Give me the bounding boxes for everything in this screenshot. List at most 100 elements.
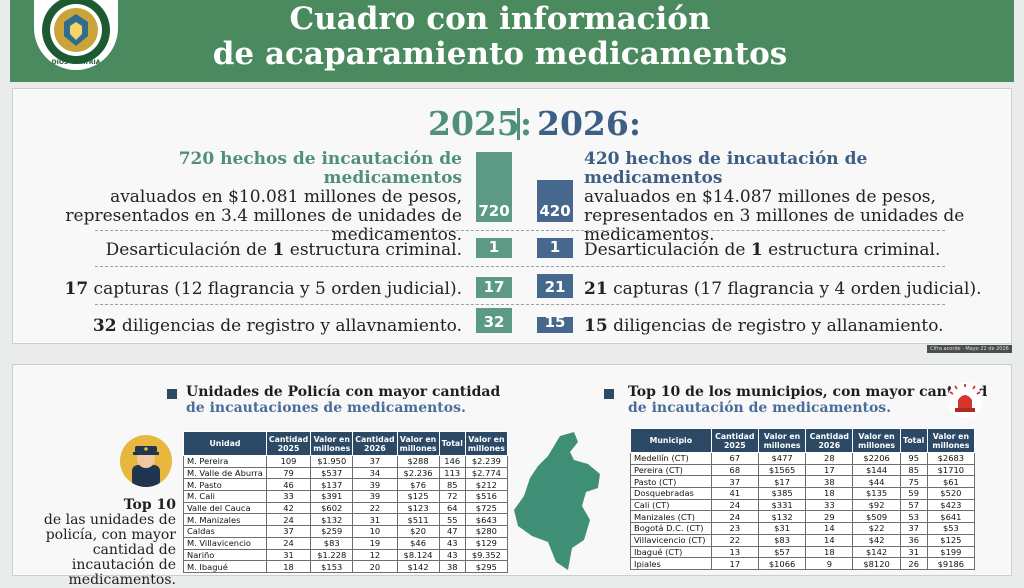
table-cell-value: 37 [710,475,759,489]
table-cell-value: 28 [805,452,854,465]
row-divider [95,304,945,305]
table-cell-value: $602 [310,501,354,515]
table-cell-value: 57 [899,498,928,512]
table-cell-name: M. Cali [183,490,267,503]
table-cell-value: 95 [899,452,928,465]
table-cell-value: $423 [926,498,976,512]
table-header-cell: Municipio [630,428,712,453]
table-cell-value: $2683 [926,452,976,465]
table-cell-value: $9.352 [464,548,508,562]
table-cell-value: 10 [352,525,398,538]
table-cell-value: $22 [852,522,901,535]
table-cell-name: M. Manizales [183,513,267,527]
table-cell-value: 18 [805,487,854,500]
table-cell-value: 14 [805,522,854,535]
table-row: Pasto (CT) 37 $17 38 $44 75 $61 [630,475,976,489]
table-row: Valle del Cauca 42 $602 22 $123 64 $725 [183,501,508,515]
table-cell-value: 42 [265,501,312,515]
bar-searches-2026: 15 [537,313,573,333]
table-cell-name: Ipiales [630,557,712,570]
table-cell-value: 17 [710,557,759,570]
title-line-2: de acaparamiento medicamentos [212,36,788,72]
table-cell-value: $83 [310,536,354,550]
table-cell-value: $385 [757,487,807,500]
table-cell-value: 24 [265,536,312,550]
table-cell-name: Pereira (CT) [630,463,712,477]
row-divider [95,230,945,231]
table-cell-value: $537 [310,466,354,480]
row-captures-2025: 17 capturas (12 flagrancia y 5 orden jud… [64,279,462,299]
municipalities-section-title: Top 10 de los municipios, con mayor cant… [628,384,988,416]
table-cell-value: 24 [710,510,759,524]
table-cell-value: $144 [852,463,901,477]
bar-structure-2026: 1 [537,238,573,258]
header-banner: DIOS Y PATRIA Cuadro con información de … [10,0,1014,82]
summary-2025-text: 720 hechos de incautación de medicamento… [62,150,462,245]
colombia-map-icon [508,430,608,576]
table-row: Dosquebradas 41 $385 18 $135 59 $520 [630,487,976,500]
table-row: M. Pereira 109 $1.950 37 $288 146 $2.239 [183,455,508,468]
table-header-cell: Cantidad 2025 [710,428,759,453]
table-cell-value: $137 [310,478,354,492]
table-cell-value: 59 [899,487,928,500]
year-divider [517,108,520,140]
table-header-cell: Cantidad 2026 [352,431,398,456]
table-cell-value: 41 [710,487,759,500]
table-cell-value: $511 [396,513,440,527]
bar-captures-2026: 21 [537,274,573,298]
table-cell-value: $9186 [926,557,976,570]
table-row: Medellín (CT) 67 $477 28 $2206 95 $2683 [630,452,976,465]
row-structure-2026: Desarticulación de 1 estructura criminal… [584,240,941,260]
bar-2025-total: 720 [476,152,512,222]
table-cell-value: $125 [396,490,440,503]
table-cell-value: 29 [805,510,854,524]
table-cell-value: $1.950 [310,455,354,468]
table-cell-value: $1066 [757,557,807,570]
table-cell-value: $135 [852,487,901,500]
table-cell-value: 37 [265,525,312,538]
table-cell-value: 85 [899,463,928,477]
table-cell-value: 13 [710,545,759,559]
table-cell-value: 24 [710,498,759,512]
units-section-title: Unidades de Policía con mayor cantidad d… [186,384,501,416]
police-logo-icon: DIOS Y PATRIA [34,0,118,70]
table-header-cell: Cantidad 2026 [805,428,854,453]
table-cell-name: Valle del Cauca [183,501,267,515]
table-header-cell: Valor en millones [757,428,807,453]
table-cell-value: 46 [265,478,312,492]
table-cell-value: 33 [265,490,312,503]
table-header-cell: Total [899,428,928,453]
table-header-cell: Total [438,431,466,456]
table-cell-value: $1565 [757,463,807,477]
units-top10-caption: Top 10 de las unidades de policía, con m… [43,497,176,588]
table-cell-value: 24 [265,513,312,527]
table-cell-value: $53 [926,522,976,535]
table-cell-value: $153 [310,560,354,573]
table-cell-value: $142 [396,560,440,573]
table-cell-value: $44 [852,475,901,489]
row-divider [95,266,945,267]
table-cell-value: 146 [438,455,466,468]
table-cell-value: $477 [757,452,807,465]
table-row: Bogotá D.C. (CT) 23 $31 14 $22 37 $53 [630,522,976,535]
table-cell-value: 14 [805,533,854,547]
table-cell-value: $520 [926,487,976,500]
source-note: Cifra acorde · Mayo 22 de 2026 [927,345,1012,353]
table-row: M. Ibagué 18 $153 20 $142 38 $295 [183,560,508,573]
table-cell-name: Nariño [183,548,267,562]
table-cell-value: $2.774 [464,466,508,480]
section-marker [167,389,177,399]
detail-2025: avaluados en $10.081 millones de pesos, … [65,187,462,245]
row-searches-2025: 32 diligencias de registro y allavnamien… [92,316,462,336]
table-cell-value: 34 [352,466,398,480]
table-cell-value: 33 [805,498,854,512]
table-cell-name: M. Villavicencio [183,536,267,550]
year-2026-label: 2026: [537,104,642,143]
table-cell-name: M. Pereira [183,455,267,468]
table-cell-value: $643 [464,513,508,527]
bar-searches-2025: 32 [476,308,512,333]
table-cell-value: 55 [438,513,466,527]
table-cell-value: 38 [805,475,854,489]
bar-structure-2025: 1 [476,238,512,258]
table-cell-name: Manizales (CT) [630,510,712,524]
